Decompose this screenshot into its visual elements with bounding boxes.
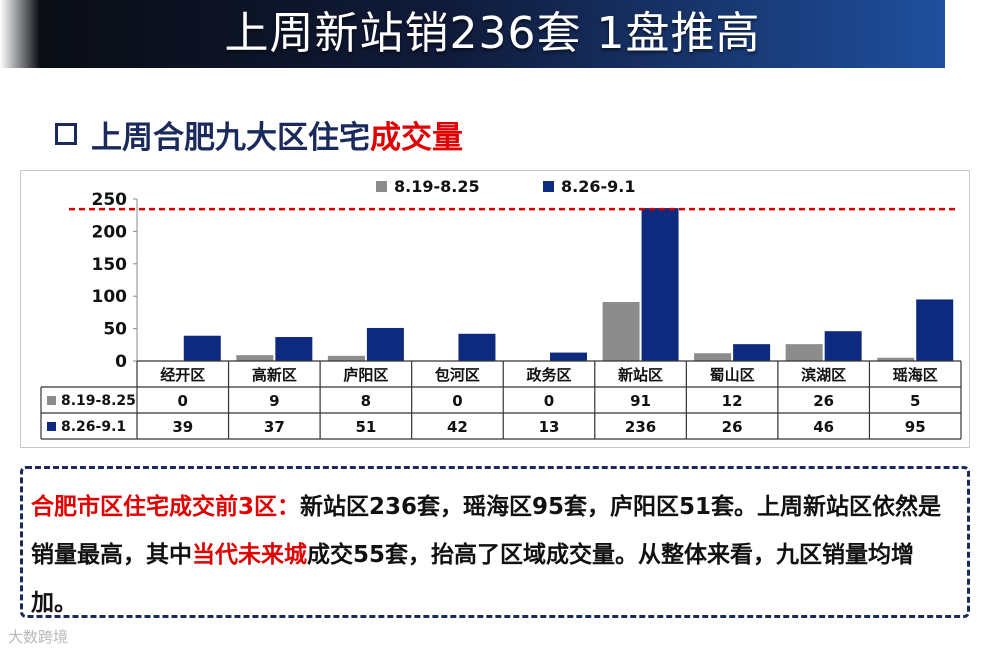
- y-tick-label: 150: [92, 255, 128, 275]
- bar-curr: [458, 333, 496, 361]
- data-label: 95: [905, 418, 926, 436]
- bar-prev: [785, 344, 823, 361]
- section-heading: 上周合肥九大区住宅 成交量: [55, 112, 463, 156]
- table-series-label: 8.19-8.25: [61, 393, 136, 409]
- x-tick-label: 新站区: [618, 366, 663, 384]
- data-label: 26: [722, 418, 743, 436]
- bar-curr: [641, 208, 679, 361]
- legend-label: 8.26-9.1: [561, 177, 635, 196]
- bar-curr: [916, 299, 954, 361]
- table-series-swatch: [47, 422, 56, 431]
- note-box: 合肥市区住宅成交前3区：新站区236套，瑶海区95套，庐阳区51套。上周新站区依…: [20, 466, 970, 618]
- data-label: 0: [452, 392, 462, 410]
- data-label: 39: [172, 418, 193, 436]
- note-text-2: 成交55套，抬高了区域成交量。从整体来看，九区销量均增加。: [31, 542, 915, 616]
- bar-curr: [824, 331, 862, 361]
- data-label: 46: [813, 418, 834, 436]
- data-label: 42: [447, 418, 468, 436]
- section-heading-text: 上周合肥九大区住宅: [91, 119, 370, 156]
- x-tick-label: 政务区: [526, 366, 571, 384]
- table-series-label: 8.26-9.1: [61, 419, 126, 435]
- bar-curr: [366, 327, 404, 361]
- data-label: 12: [722, 392, 743, 410]
- page-title: 上周新站销236套 1盘推高: [224, 8, 761, 59]
- data-label: 8: [361, 392, 371, 410]
- checkbox-icon: [55, 123, 77, 145]
- data-label: 0: [544, 392, 554, 410]
- y-tick-label: 50: [103, 320, 127, 340]
- watermark: 大数跨境: [8, 628, 69, 646]
- data-label: 9: [269, 392, 279, 410]
- bar-prev: [327, 355, 365, 361]
- note-highlight: 当代未来城: [192, 542, 307, 568]
- title-banner: [0, 0, 945, 68]
- x-tick-label: 庐阳区: [343, 366, 388, 384]
- y-tick-label: 200: [92, 222, 128, 242]
- x-tick-label: 瑶海区: [893, 366, 938, 384]
- data-label: 51: [355, 418, 376, 436]
- x-tick-label: 经开区: [160, 366, 205, 384]
- data-label: 37: [264, 418, 285, 436]
- data-label: 5: [910, 392, 920, 410]
- bar-curr: [733, 344, 771, 361]
- table-series-swatch: [47, 396, 56, 405]
- bar-prev: [694, 353, 732, 361]
- bar-curr: [183, 335, 221, 361]
- section-heading-highlight: 成交量: [370, 119, 463, 156]
- note-text-1: 新站区236套，瑶海区95套，庐阳区51套。上周新站区依然是销量最高，其中: [31, 494, 942, 568]
- data-label: 236: [625, 418, 656, 436]
- data-label: 26: [813, 392, 834, 410]
- x-tick-label: 滨湖区: [801, 366, 846, 384]
- x-tick-label: 高新区: [252, 366, 297, 384]
- data-label: 91: [630, 392, 651, 410]
- note-lead: 合肥市区住宅成交前3区：: [31, 494, 301, 520]
- legend-swatch: [543, 181, 554, 192]
- bar-prev: [602, 302, 640, 361]
- bar-curr: [275, 337, 313, 361]
- y-tick-label: 100: [92, 287, 128, 307]
- data-label: 13: [539, 418, 560, 436]
- data-label: 0: [178, 392, 188, 410]
- bar-curr: [550, 352, 587, 361]
- y-tick-label: 0: [115, 352, 127, 372]
- legend-swatch: [376, 181, 387, 192]
- x-tick-label: 蜀山区: [710, 366, 755, 384]
- bar-chart: 0 50 100 150 200 250 8.19-8.25 8.26-9.1 经开区 高新区 庐阳…: [20, 170, 970, 448]
- bar-prev: [877, 357, 915, 361]
- x-tick-label: 包河区: [435, 366, 480, 384]
- bar-prev: [236, 355, 274, 361]
- y-tick-label: 250: [92, 190, 128, 210]
- legend-label: 8.19-8.25: [394, 177, 480, 196]
